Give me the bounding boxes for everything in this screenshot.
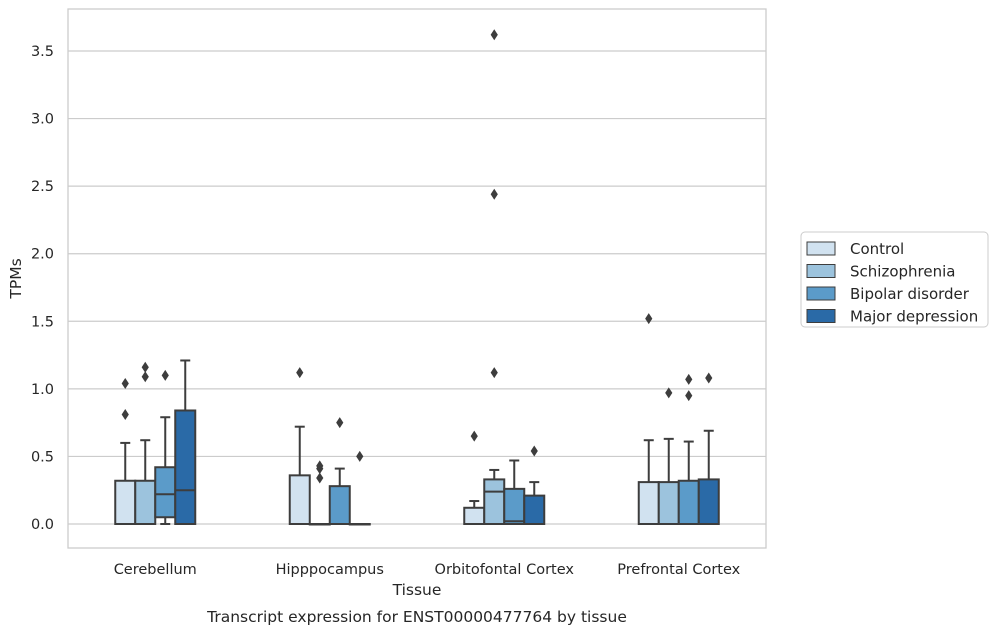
box-major-depression [348,450,371,526]
y-tick-label: 2.0 [31,247,54,263]
y-axis-label: TPMs [7,258,25,299]
box-major-depression [523,445,546,525]
box-major-depression [174,359,197,526]
box-iqr [154,466,177,519]
box-iqr [677,479,700,525]
box-schizophrenia [483,29,506,526]
y-tick-labels: 0.0 0.5 1.0 1.5 2.0 2.5 3.0 3.5 [31,44,54,533]
box-iqr [328,485,351,526]
x-axis-label: Tissue [392,581,442,599]
outlier-point [121,377,129,389]
outlier-point [490,367,498,379]
outlier-point [645,313,653,325]
box-bipolar-disorder [677,373,700,525]
box-iqr [483,478,506,526]
outlier-point [490,29,498,41]
outlier-point [141,361,149,373]
box-iqr [288,474,311,525]
box-iqr [697,478,720,526]
x-tick-label: Prefrontal Cortex [617,562,740,578]
legend-label: Bipolar disorder [850,285,970,303]
box-control [114,377,137,525]
outlier-point [316,460,324,472]
legend-frame [800,231,989,328]
y-tick-label: 2.5 [31,179,54,195]
legend-swatch [806,241,836,256]
legend-swatch [806,264,836,278]
y-tick-label: 0.0 [31,517,54,533]
legend-label: Control [850,240,904,258]
legend: Control Schizophrenia Bipolar disorder Majo… [800,231,989,328]
box-iqr [463,506,486,526]
legend-label: Schizophrenia [850,263,955,281]
box-bipolar-disorder [154,369,177,525]
box-iqr [114,479,137,525]
box-bipolar-disorder [503,459,526,525]
x-tick-label: Hipppocampus [276,562,384,578]
box-series [114,29,720,526]
x-tick-label: Orbitofontal Cortex [435,562,575,578]
box-schizophrenia [657,387,680,525]
legend-label: Major depression [850,308,978,326]
legend-swatch [806,286,836,301]
outlier-point [356,450,364,462]
outlier-point [685,390,693,402]
box-schizophrenia [308,460,331,526]
box-iqr [174,409,197,526]
box-major-depression [697,372,720,526]
box-bipolar-disorder [328,417,351,526]
outlier-point [665,387,673,399]
y-tick-label: 1.5 [31,314,54,330]
outlier-point [336,417,344,429]
outlier-point [121,409,129,421]
box-iqr [134,479,157,525]
box-iqr [657,481,680,525]
y-tick-label: 3.5 [31,44,54,60]
plot-frame [67,8,767,549]
outlier-point [490,188,498,200]
box-control [463,430,486,526]
outlier-point [530,445,538,457]
outlier-point [470,430,478,442]
outlier-point [705,372,713,384]
outlier-point [316,472,324,484]
y-tick-label: 0.5 [31,449,54,465]
outlier-point [685,373,693,385]
box-iqr [637,481,660,525]
outlier-point [161,369,169,381]
box-iqr [523,494,546,525]
y-tick-label: 3.0 [31,112,54,128]
outlier-point [141,371,149,383]
box-control [637,313,660,525]
grid-lines [68,50,766,525]
legend-swatch [806,309,836,323]
chart-title: Transcript expression for ENST0000047776… [206,608,627,626]
box-iqr [503,487,526,525]
box-schizophrenia [134,361,157,525]
box-control [288,367,311,525]
y-tick-label: 1.0 [31,382,54,398]
x-tick-labels: Cerebellum Hipppocampus Orbitofontal Corte… [114,562,741,578]
x-tick-label: Cerebellum [114,562,197,578]
outlier-point [296,367,304,379]
